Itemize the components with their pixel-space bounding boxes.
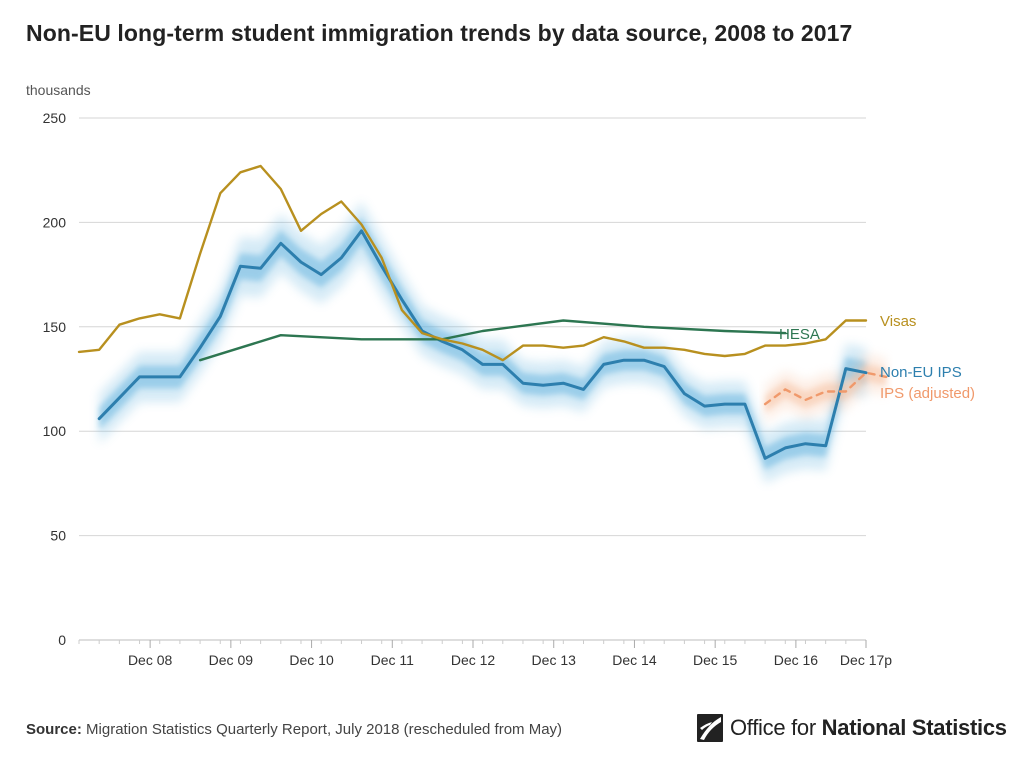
y-tick-label: 250: [43, 110, 67, 126]
ons-logo: Office for National Statistics: [696, 712, 1007, 744]
chart-title: Non-EU long-term student immigration tre…: [26, 20, 853, 46]
ips-adjusted-line: [763, 371, 888, 406]
y-tick-label: 50: [50, 528, 66, 544]
y-tick-label: 100: [43, 423, 67, 439]
ons-logo-mark-icon: [697, 714, 723, 742]
x-tick-label: Dec 10: [289, 652, 334, 668]
x-tick-label: Dec 17p: [840, 652, 892, 668]
x-tick-label: Dec 09: [209, 652, 254, 668]
x-tick-label: Dec 13: [532, 652, 577, 668]
legend-label-visas: Visas: [880, 313, 916, 330]
x-tick-label: Dec 08: [128, 652, 173, 668]
hesa-line: [198, 319, 787, 362]
source-note: Source: Migration Statistics Quarterly R…: [26, 721, 562, 738]
confidence-bands: [99, 201, 887, 484]
ons-logo-text: Office for National Statistics: [730, 715, 1007, 740]
x-tick-label: Dec 11: [371, 652, 415, 668]
non-eu-ips-confidence-band-outer: [99, 201, 866, 484]
y-axis-unit-label: thousands: [26, 82, 91, 98]
series-lines: [77, 164, 888, 460]
legend-label-non-eu-ips: Non-EU IPS: [880, 364, 962, 381]
source-key: Source:: [26, 721, 82, 738]
x-tick-label: Dec 12: [451, 652, 496, 668]
ips-adjusted-confidence-band-inner: [765, 364, 887, 413]
chart-canvas: 0 50 100 150 200 250 thousands Dec 08 Dec 09 Dec …: [26, 82, 975, 668]
y-tick-label: 200: [43, 214, 67, 230]
series-labels: Visas HESA Non-EU IPS IPS (adjusted): [779, 313, 975, 402]
non-eu-ips-line: [97, 229, 868, 460]
visas-line: [77, 164, 868, 362]
x-tick-label: Dec 15: [693, 652, 738, 668]
y-tick-label: 150: [43, 319, 67, 335]
legend-label-hesa: HESA: [779, 326, 820, 343]
legend-label-ips-adjusted: IPS (adjusted): [880, 385, 975, 402]
x-tick-label: Dec 14: [612, 652, 657, 668]
x-tick-label: Dec 16: [774, 652, 819, 668]
source-text: Migration Statistics Quarterly Report, J…: [81, 721, 563, 738]
non-eu-ips-confidence-band-inner: [99, 217, 866, 470]
axes: 0 50 100 150 200 250 thousands Dec 08 Dec 09 Dec …: [26, 82, 892, 668]
y-tick-label: 0: [58, 632, 66, 648]
